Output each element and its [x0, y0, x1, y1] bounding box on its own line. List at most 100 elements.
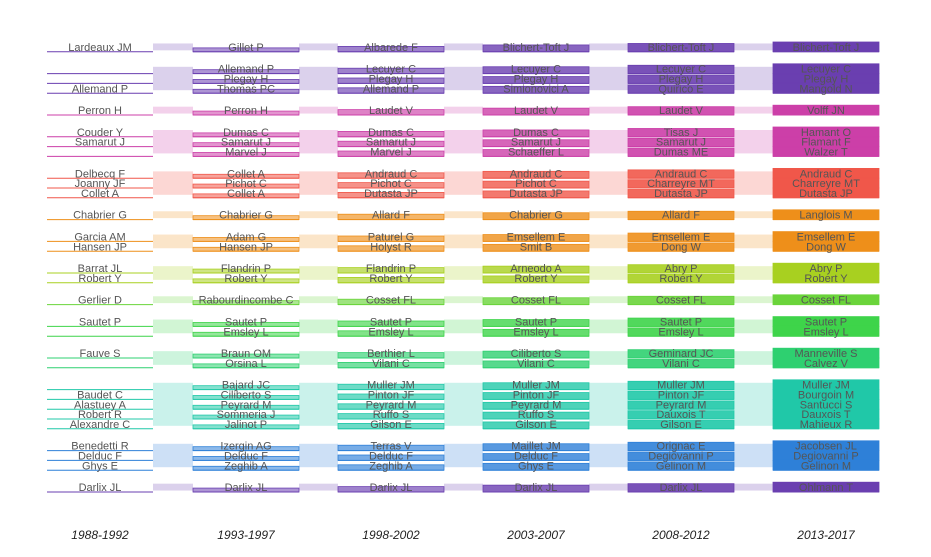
name-label: Dumas C [513, 127, 559, 139]
flow-ribbon [589, 351, 628, 365]
name-label: Delduc F [514, 451, 558, 463]
flow-ribbon [444, 351, 483, 365]
name-label: Vilani C [372, 358, 410, 370]
name-label: Perron H [78, 105, 122, 117]
name-label: Gerlier D [78, 295, 122, 307]
name-label: Andraud C [510, 168, 563, 180]
name-label: Izergin AG [220, 441, 271, 453]
name-label: Charreyre MT [792, 178, 860, 190]
flow-ribbon [299, 266, 338, 280]
name-label: Degiovanni P [793, 451, 858, 463]
name-label: Chabrier G [73, 210, 127, 222]
flow-ribbon [299, 130, 338, 154]
name-label: Darlix JL [660, 482, 703, 494]
name-label: Vilani C [662, 358, 700, 370]
name-label: Plegay H [369, 74, 414, 86]
name-label: Laudet V [659, 105, 704, 117]
flow-ribbon [589, 266, 628, 280]
name-label: Emsley L [803, 326, 848, 338]
flow-ribbon [589, 382, 628, 426]
name-label: Sautet P [79, 317, 121, 329]
name-label: Muller JM [367, 380, 415, 392]
name-label: Flandrin P [221, 263, 271, 275]
name-label: Tisas J [664, 127, 698, 139]
name-label: Sautet P [515, 317, 557, 329]
flow-ribbon [299, 443, 338, 468]
flow-ribbons [153, 43, 773, 491]
flow-ribbon [153, 130, 193, 154]
name-label: Sommeria J [217, 409, 276, 421]
flow-ribbon [444, 130, 483, 154]
name-label: Allard F [372, 210, 410, 222]
name-label: Ohlmann T [799, 482, 853, 494]
name-label: Orsina L [225, 358, 267, 370]
name-label: Darlix JL [79, 482, 122, 494]
flow-ribbon [153, 296, 193, 304]
name-label: Benedetti R [71, 441, 129, 453]
name-label: Lecuyer C [801, 64, 851, 76]
name-label: Ruffo S [518, 409, 555, 421]
name-label: Cosset FL [511, 295, 561, 307]
flow-ribbon [734, 351, 773, 365]
flow-ribbon [299, 319, 338, 334]
period-tick-label: 1993-1997 [217, 528, 276, 542]
flow-ribbon [589, 296, 628, 304]
name-label: Emsley L [223, 326, 268, 338]
flow-ribbon [153, 211, 193, 219]
name-label: Allard F [662, 210, 700, 222]
flow-ribbon [589, 66, 628, 91]
name-label: Holyst R [370, 241, 412, 253]
name-label: Jacobsen JL [795, 441, 857, 453]
name-label: Dutasta JP [654, 188, 708, 200]
flow-ribbon [734, 319, 773, 334]
name-label: Braun OM [221, 348, 271, 360]
name-label: Andraud C [365, 168, 418, 180]
flow-ribbon [589, 171, 628, 195]
flow-ribbon [589, 319, 628, 334]
name-label: Gilson E [370, 419, 412, 431]
name-label: Chabrier G [219, 210, 273, 222]
name-label: Gelinon M [801, 460, 851, 472]
name-label: Simionovici A [503, 83, 569, 95]
flow-ribbon [734, 483, 773, 491]
name-label: Dong W [661, 241, 701, 253]
name-label: Vilani C [517, 358, 555, 370]
flow-ribbon [153, 483, 193, 491]
name-label: Emsellem E [652, 232, 711, 244]
name-label: Collet A [227, 168, 266, 180]
name-label: Thomas PC [217, 83, 275, 95]
name-label: Dutasta JP [799, 188, 853, 200]
name-label: Blichert-Toft J [503, 42, 570, 54]
name-label: Flandrin P [366, 263, 416, 275]
flow-ribbon [444, 319, 483, 334]
name-label: Samarut J [366, 137, 416, 149]
name-label: Adam G [226, 232, 266, 244]
name-label: Rabourdincombe C [199, 295, 294, 307]
name-label: Santucci S [800, 399, 853, 411]
name-label: Robert Y [514, 273, 558, 285]
flow-ribbon [153, 66, 193, 91]
name-label: Muller JM [512, 380, 560, 392]
name-label: Albarede F [364, 42, 418, 54]
name-label: Sautet P [805, 317, 847, 329]
name-label: Dauxois T [801, 409, 851, 421]
name-label: Hansen JP [73, 241, 127, 253]
flow-ribbon [589, 130, 628, 154]
name-label: Garcia AM [74, 232, 125, 244]
flow-ribbon [299, 211, 338, 219]
name-label: Gilson E [515, 419, 557, 431]
name-label: Barrat JL [78, 263, 123, 275]
name-label: Dutasta JP [509, 188, 563, 200]
name-label: Robert Y [659, 273, 703, 285]
flow-ribbon [299, 234, 338, 249]
name-label: Cosset FL [801, 295, 851, 307]
name-label: Samarut J [656, 137, 706, 149]
name-label: Robert Y [78, 273, 122, 285]
name-label: Dumas C [368, 127, 414, 139]
name-label: Ciliberto S [511, 348, 562, 360]
flow-ribbon [153, 382, 193, 426]
name-label: Cosset FL [366, 295, 416, 307]
name-label: Lecuyer C [511, 64, 561, 76]
flow-ribbon [589, 443, 628, 468]
